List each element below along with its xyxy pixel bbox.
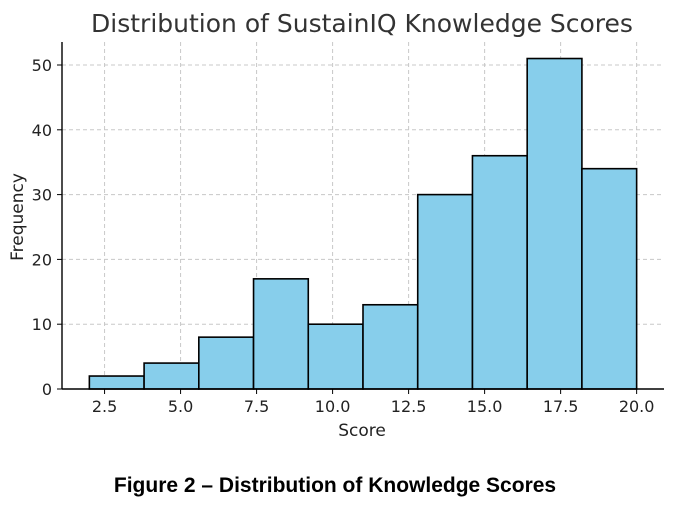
x-tick-label-7: 20.0 xyxy=(619,397,655,416)
histogram-bar-10 xyxy=(581,167,638,390)
chart-title: Distribution of SustainIQ Knowledge Scor… xyxy=(91,9,633,38)
histogram-bar-6 xyxy=(362,303,419,390)
x-tick-label-4: 12.5 xyxy=(391,397,427,416)
histogram-bar-4 xyxy=(252,278,310,390)
y-tick-label-0: 0 xyxy=(42,380,52,399)
y-axis-label: Frequency xyxy=(8,173,28,261)
histogram-bar-5 xyxy=(307,323,364,390)
histogram-bar-7 xyxy=(416,193,474,390)
tick-labels: 2.5 5.0 7.5 10.0 12.5 15.0 17.5 20.0 0 10 20 30 40 50 xyxy=(32,56,655,416)
x-tick-label-1: 5.0 xyxy=(168,397,193,416)
histogram-bar-2 xyxy=(143,362,200,390)
y-tick-label-3: 30 xyxy=(32,186,52,205)
y-tick-label-2: 20 xyxy=(32,250,52,269)
y-tick-label-1: 10 xyxy=(32,315,52,334)
axes xyxy=(61,42,664,390)
histogram-bars xyxy=(88,57,638,390)
histogram-bar-1 xyxy=(88,375,145,390)
x-tick-label-3: 10.0 xyxy=(315,397,351,416)
histogram-bar-3 xyxy=(198,336,255,390)
x-tick-label-6: 17.5 xyxy=(543,397,579,416)
x-tick-label-2: 7.5 xyxy=(244,397,269,416)
x-axis-label: Score xyxy=(338,421,386,441)
x-tick-label-0: 2.5 xyxy=(92,397,117,416)
histogram-bar-9 xyxy=(526,57,583,390)
histogram-bar-8 xyxy=(471,154,528,390)
y-tick-label-4: 40 xyxy=(32,121,52,140)
y-tick-label-5: 50 xyxy=(32,56,52,75)
x-tick-label-5: 15.0 xyxy=(467,397,503,416)
figure-caption: Figure 2 – Distribution of Knowledge Sco… xyxy=(113,474,557,497)
histogram-chart: 2.5 5.0 7.5 10.0 12.5 15.0 17.5 20.0 0 10 20 30 40 50… xyxy=(8,9,664,441)
